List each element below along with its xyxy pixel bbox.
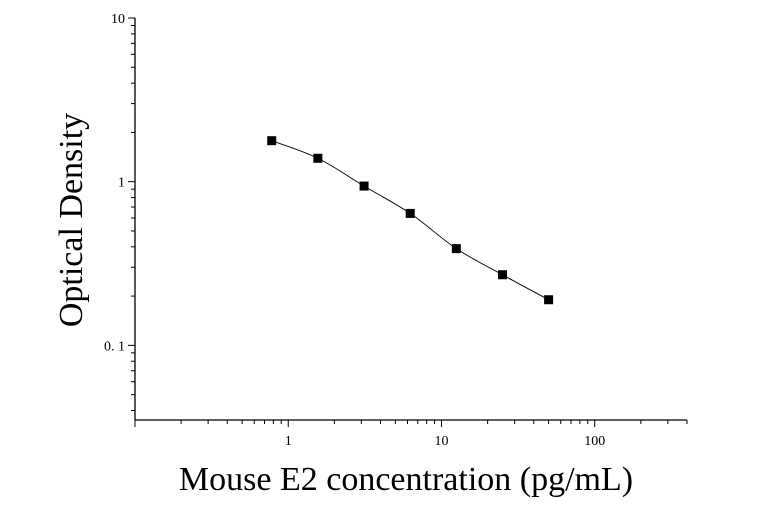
plot-area: 1 10 100 0. 1 1 10 xyxy=(104,12,688,449)
y-tick-label: 10 xyxy=(111,12,125,27)
data-point xyxy=(544,295,554,305)
y-tick-label: 1 xyxy=(118,176,125,191)
data-point xyxy=(497,270,507,280)
data-point xyxy=(267,136,277,146)
data-point xyxy=(359,181,369,191)
x-axis-title: Mouse E2 concentration (pg/mL) xyxy=(179,461,633,498)
x-tick-label: 100 xyxy=(584,434,605,449)
y-tick-label: 0. 1 xyxy=(104,339,125,354)
data-point xyxy=(451,244,461,254)
x-tick-label: 1 xyxy=(285,434,292,449)
y-axis-title: Optical Density xyxy=(53,113,90,327)
fit-curve xyxy=(271,140,549,301)
data-point xyxy=(405,208,415,218)
x-tick-label: 10 xyxy=(434,434,448,449)
data-point xyxy=(313,153,323,163)
